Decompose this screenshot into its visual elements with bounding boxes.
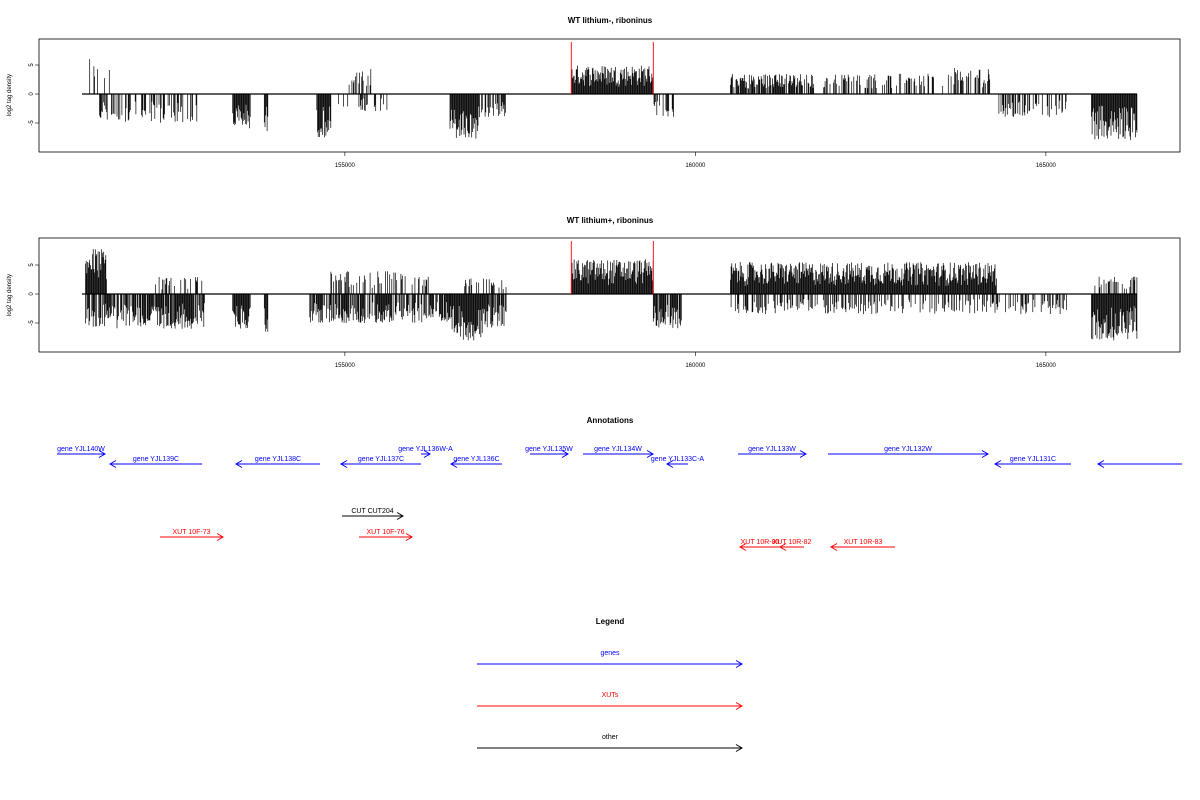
axes: -5 0 5 155000 160000 165000 [29, 42, 1137, 169]
annotation-label: gene YJL136W-A [398, 446, 453, 453]
annotation-feature: XUT 10R-82 [773, 539, 812, 551]
x-tick-label: 155000 [335, 163, 356, 169]
annotation-feature: gene YJL135W [525, 446, 573, 458]
annotation-feature: XUT 10R-83 [830, 539, 895, 551]
signal-bars [89, 59, 1138, 140]
signal-bars [85, 249, 1138, 341]
y-tick-label: 0 [29, 292, 35, 296]
annotation-feature: gene YJL136C [450, 456, 502, 468]
legend-entry: genes [477, 650, 743, 668]
x-tick-label: 165000 [1036, 363, 1057, 369]
annotation-label: XUT 10F-76 [367, 529, 405, 536]
annotation-label: gene YJL139C [133, 456, 179, 463]
annotation-feature: gene YJL131C [994, 456, 1071, 468]
annotation-feature: gene YJL138C [235, 456, 320, 468]
axes: -5 0 5 155000 160000 165000 [29, 241, 1137, 369]
annotation-feature: XUT 10F-73 [160, 529, 224, 541]
annotations-title: Annotations [587, 416, 634, 425]
annotation-label: gene YJL132W [884, 446, 932, 453]
legend-label: other [602, 734, 619, 741]
x-tick-label: 155000 [335, 363, 356, 369]
y-axis-label: log2 tag density [7, 74, 13, 116]
legend-label: XUTs [602, 692, 619, 699]
annotation-feature: XUT 10F-76 [359, 529, 413, 541]
annotation-label: gene YJL131C [1010, 456, 1056, 463]
legend-entry: other [477, 734, 743, 752]
panel-title: WT lithium+, riboninus [567, 216, 654, 225]
annotation-label: gene YJL136C [453, 456, 499, 463]
annotation-label: XUT 10R-82 [773, 539, 812, 546]
annotation-feature: gene YJL133W [738, 446, 807, 458]
annotation-label: gene YJL135W [525, 446, 573, 453]
annotations-panel: Annotations gene YJL140W gene YJL139C gene… [57, 416, 1182, 551]
annotation-feature: gene YJL136W-A [398, 446, 453, 458]
annotation-label: gene YJL140W [57, 446, 105, 453]
annotation-feature: gene YJL134W [583, 446, 654, 458]
annotation-label: gene YJL134W [594, 446, 642, 453]
annotation-label: gene YJL133C-A [651, 456, 705, 463]
legend-label: genes [600, 650, 620, 657]
annotation-label: gene YJL137C [358, 456, 404, 463]
y-tick-label: -5 [29, 120, 35, 126]
annotation-feature [1097, 460, 1182, 468]
annotation-label: CUT CUT204 [351, 508, 393, 515]
annotation-label: XUT 10R-80 [741, 539, 780, 546]
annotation-feature: XUT 10R-80 [739, 539, 780, 551]
y-tick-label: 5 [29, 63, 35, 67]
x-tick-label: 165000 [1036, 163, 1057, 169]
legend-title: Legend [596, 617, 625, 626]
track-panel-lithium-plus: WT lithium+, riboninus log2 tag density … [7, 216, 1181, 369]
annotation-feature: gene YJL139C [109, 456, 202, 468]
x-tick-label: 160000 [685, 163, 706, 169]
annotation-feature: CUT CUT204 [342, 508, 404, 520]
annotation-label: XUT 10F-73 [173, 529, 211, 536]
panel-title: WT lithium-, riboninus [568, 16, 653, 25]
y-tick-label: 5 [29, 263, 35, 267]
annotation-label: gene YJL133W [748, 446, 796, 453]
x-tick-label: 160000 [685, 363, 706, 369]
annotation-label: gene YJL138C [255, 456, 301, 463]
legend-panel: Legend genes XUTs other [477, 617, 743, 752]
annotation-feature: gene YJL132W [828, 446, 989, 458]
legend-entry: XUTs [477, 692, 743, 710]
annotation-feature: gene YJL133C-A [651, 456, 705, 468]
track-panel-lithium-minus: WT lithium-, riboninus log2 tag density … [7, 16, 1181, 169]
annotation-feature: gene YJL140W [57, 446, 106, 458]
annotation-label: XUT 10R-83 [844, 539, 883, 546]
annotation-feature: gene YJL137C [340, 456, 421, 468]
y-tick-label: 0 [29, 92, 35, 96]
y-tick-label: -5 [29, 320, 35, 326]
y-axis-label: log2 tag density [7, 274, 13, 316]
